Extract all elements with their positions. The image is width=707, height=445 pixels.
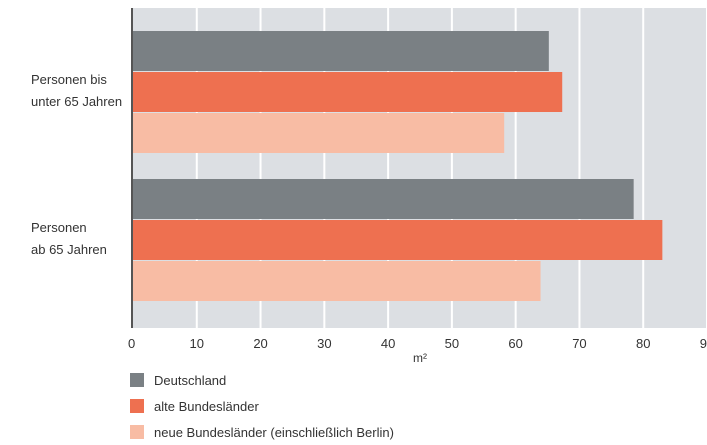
bar	[133, 72, 563, 112]
legend-swatch	[130, 373, 144, 387]
x-tick-label: 90	[700, 336, 707, 351]
legend-label: alte Bundesländer	[154, 398, 259, 414]
bars	[133, 31, 663, 301]
category-label: Personen bis	[31, 72, 107, 87]
x-tick-label: 20	[253, 336, 267, 351]
legend-swatch	[130, 399, 144, 413]
legend-item: alte Bundesländer	[130, 393, 394, 419]
bar	[133, 31, 549, 71]
bar	[133, 179, 634, 219]
legend: Deutschland alte Bundesländer neue Bundesl…	[130, 367, 394, 445]
x-axis-title: m²	[413, 351, 427, 365]
category-label: ab 65 Jahren	[31, 242, 107, 257]
legend-item: neue Bundesländer (einschließlich Berlin…	[130, 419, 394, 445]
x-tick-labels: 0 10 20 30 40 50 60 70 80 90	[128, 336, 707, 351]
category-labels: Personen bis unter 65 Jahren Personen ab 65…	[31, 72, 122, 257]
legend-label: Deutschland	[154, 372, 227, 388]
bar	[133, 113, 505, 153]
category-label: Personen	[31, 220, 87, 235]
x-tick-label: 40	[381, 336, 395, 351]
legend-item: Deutschland	[130, 367, 394, 393]
x-tick-label: 80	[636, 336, 650, 351]
x-tick-label: 50	[445, 336, 459, 351]
bar	[133, 261, 541, 301]
x-tick-label: 70	[572, 336, 586, 351]
category-label: unter 65 Jahren	[31, 94, 122, 109]
x-tick-label: 60	[508, 336, 522, 351]
legend-swatch	[130, 425, 144, 439]
x-tick-label: 30	[317, 336, 331, 351]
x-tick-label: 0	[128, 336, 135, 351]
x-tick-label: 10	[190, 336, 204, 351]
bar	[133, 220, 663, 260]
legend-label: neue Bundesländer (einschließlich Berlin…	[154, 424, 394, 440]
